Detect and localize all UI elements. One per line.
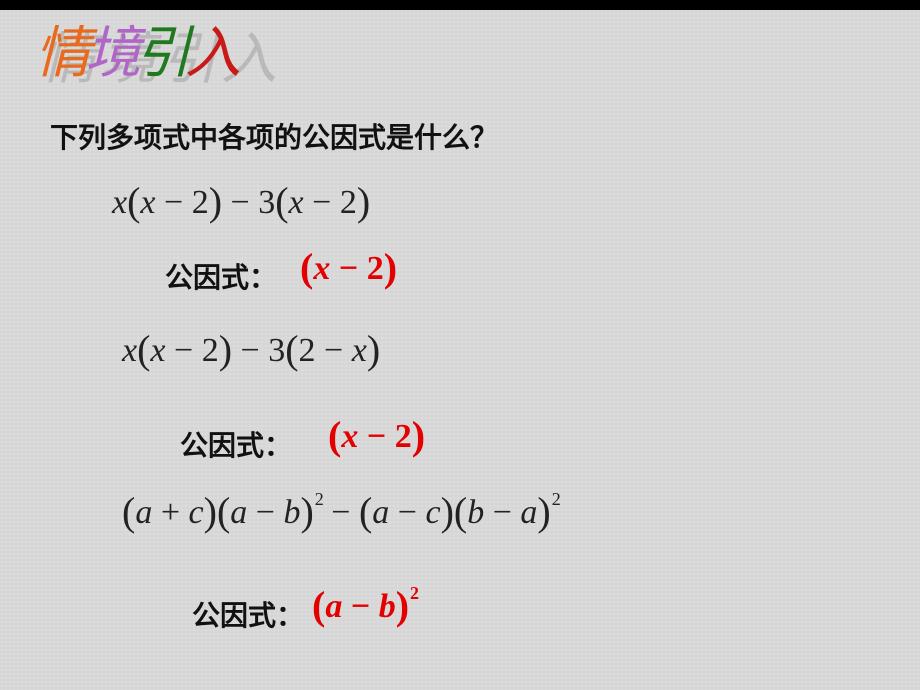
label-2: 公因式：: [180, 424, 292, 464]
label-1: 公因式：: [165, 256, 277, 296]
answer-3: (a − b)2: [312, 588, 418, 626]
answer-1: (x − 2): [300, 250, 397, 288]
expression-3: (a + c)(a − b)2 − (a − c)(b − a)2: [122, 494, 560, 532]
answer-2: (x − 2): [328, 418, 425, 456]
question-text: 下列多项式中各项的公因式是什么？: [50, 116, 498, 156]
label-3: 公因式：: [192, 594, 304, 634]
expression-2: x(x − 2) − 3(2 − x): [122, 332, 380, 370]
expression-1: x(x − 2) − 3(x − 2): [112, 184, 370, 222]
